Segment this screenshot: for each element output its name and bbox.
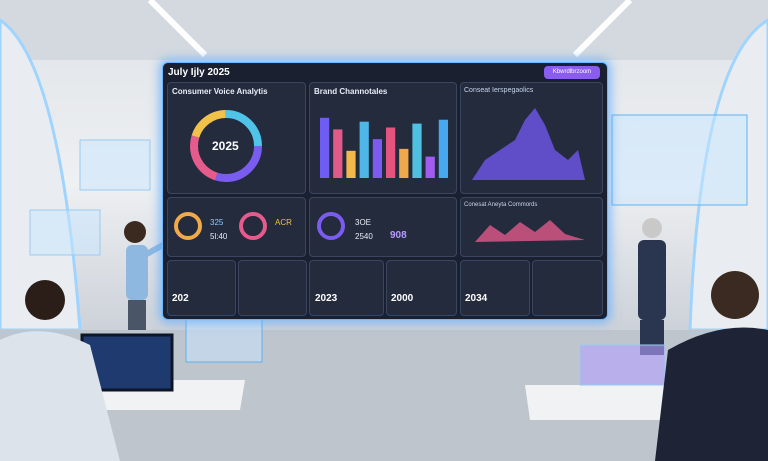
holo-panel	[579, 344, 666, 386]
area-chart	[475, 220, 585, 242]
person-body	[655, 327, 768, 461]
metric: ACR	[275, 218, 292, 227]
bar	[333, 129, 343, 178]
panel	[167, 260, 236, 316]
metric: 2023	[315, 293, 338, 304]
gauge	[174, 212, 202, 240]
bar	[346, 150, 356, 178]
ceiling	[0, 0, 768, 60]
metric: 2034	[465, 293, 488, 304]
panel	[309, 197, 457, 257]
panel	[309, 260, 384, 316]
dashboard-title: July Ijly 2025	[168, 67, 230, 78]
person-head	[124, 221, 146, 243]
person-body	[638, 240, 666, 320]
donut-center: 2025	[212, 139, 239, 153]
person-head	[642, 218, 662, 238]
holo-panel	[79, 139, 151, 191]
gauge	[317, 212, 345, 240]
ceiling-light	[572, 0, 633, 58]
metric: 5l:40	[210, 232, 228, 241]
bar	[399, 148, 409, 178]
metric: 202	[172, 293, 189, 304]
desk	[525, 385, 690, 420]
panel-title: Conesat Aneyta Commords	[464, 202, 538, 208]
holo-panel	[185, 311, 263, 363]
panel	[460, 197, 603, 257]
bar	[372, 139, 383, 178]
bar	[319, 117, 330, 178]
panel	[386, 260, 457, 316]
metric: 908	[390, 230, 407, 241]
panel-title: Conseat Ierspegaolics	[464, 87, 534, 94]
bar	[385, 127, 396, 178]
holo-panel	[29, 209, 101, 256]
holo-panel	[611, 114, 748, 206]
metric: 325	[210, 218, 224, 227]
metric: 2540	[355, 232, 373, 241]
donut-ring	[190, 110, 262, 182]
bar	[438, 119, 449, 178]
panel	[238, 260, 307, 316]
person-body	[0, 331, 120, 461]
bar	[412, 123, 422, 178]
panel	[167, 197, 306, 257]
donut-ring	[190, 110, 262, 182]
person-legs	[128, 300, 146, 330]
bar	[425, 156, 435, 178]
person-body	[126, 245, 148, 300]
metric: 2000	[391, 293, 414, 304]
bar	[359, 121, 369, 178]
panel-title: Brand Channotales	[314, 87, 388, 96]
metric: 3OE	[355, 218, 372, 227]
person-head	[25, 280, 65, 320]
panel-title: Consumer Voice Analytis	[172, 87, 268, 96]
header-button[interactable]: Kbwrdlbrzoom	[544, 66, 600, 79]
panel	[532, 260, 603, 316]
ceiling-light	[147, 0, 208, 58]
area-chart	[472, 108, 585, 180]
panel	[460, 260, 530, 316]
person-head	[711, 271, 759, 319]
gauge	[239, 212, 267, 240]
